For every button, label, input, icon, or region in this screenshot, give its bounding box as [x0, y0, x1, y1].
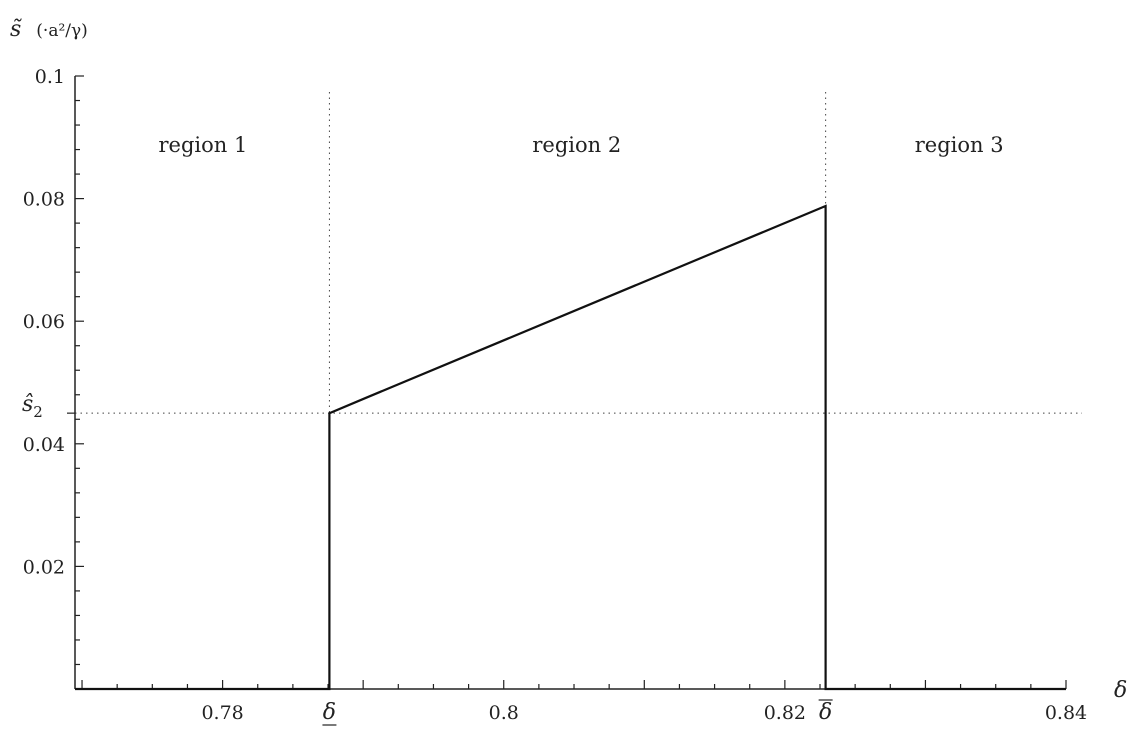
y-axis-label: s̃ (·a²/γ): [10, 17, 88, 42]
y-tick-label: 0.04: [23, 434, 65, 456]
axes: [74, 76, 1066, 690]
guide-lines: [75, 92, 1082, 689]
y-special-subscript: 2: [33, 403, 43, 421]
x-special-tick-label: δ: [323, 700, 336, 725]
y-special-tick-label: ŝ2: [22, 392, 43, 421]
x-tick-label: 0.8: [489, 702, 519, 724]
x-tick-label: 0.82: [764, 702, 806, 724]
series-line: [75, 204, 1066, 691]
tick-labels: 0.78 0.8 0.82 0.84 0.02 0.04 0.06 0.08 0.1 δ δ ŝ2: [22, 66, 1087, 726]
delta-upper-label: δ: [818, 699, 833, 725]
x-special-tick-label: δ: [819, 700, 832, 725]
region-labels: region 1 region 2 region 3: [158, 133, 1003, 157]
x-tick-label: 0.84: [1045, 702, 1087, 724]
series-layer: [75, 204, 1066, 691]
region-label: region 2: [532, 133, 621, 157]
y-tick-label: 0.06: [23, 311, 65, 333]
y-tick-label: 0.02: [23, 556, 65, 578]
y-axis-label-unit: (·a²/γ): [36, 21, 88, 41]
y-tick-label: 0.1: [35, 66, 65, 88]
delta-lower-label: δ: [322, 700, 337, 726]
y-tick-label: 0.08: [23, 189, 65, 211]
y-special-symbol: ŝ: [22, 392, 33, 417]
x-axis-label: δ: [1114, 678, 1127, 703]
x-tick-label: 0.78: [201, 702, 243, 724]
ticks: [67, 75, 1067, 689]
region-label: region 3: [915, 133, 1004, 157]
region-label: region 1: [158, 133, 247, 157]
y-axis-label-symbol: s̃: [10, 17, 22, 42]
